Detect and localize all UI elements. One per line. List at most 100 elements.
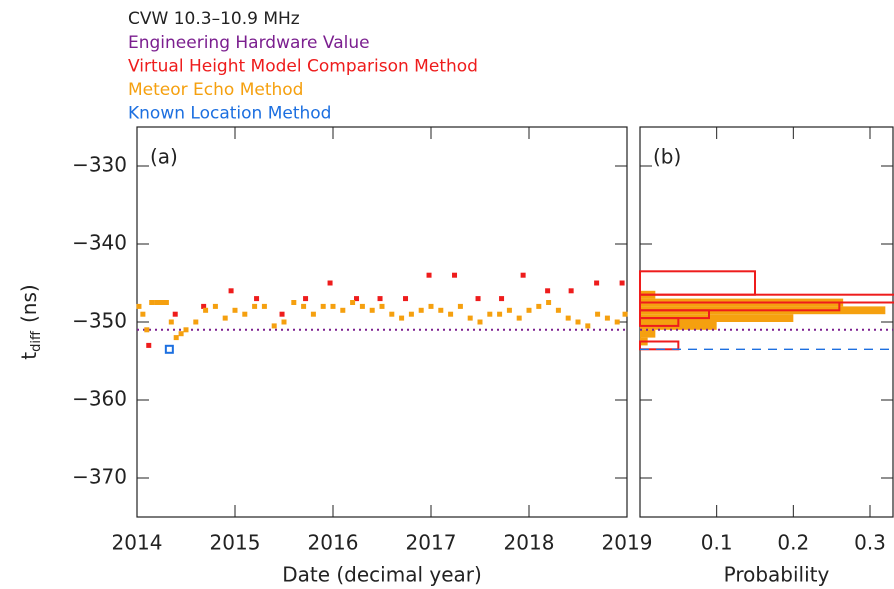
data-point bbox=[330, 303, 336, 309]
data-point bbox=[228, 288, 234, 294]
panel-label: (b) bbox=[653, 145, 681, 169]
y-axis-label-main: t bbox=[17, 352, 41, 360]
data-point bbox=[146, 342, 152, 348]
data-point bbox=[475, 296, 481, 302]
x-tick-label: 2015 bbox=[210, 531, 261, 555]
x-tick-label: 0.1 bbox=[701, 531, 733, 555]
legend-entry: Meteor Echo Method bbox=[128, 80, 303, 100]
data-point bbox=[418, 307, 424, 313]
data-point bbox=[172, 311, 178, 317]
data-point bbox=[252, 303, 258, 309]
data-point bbox=[568, 288, 574, 294]
data-point bbox=[477, 319, 483, 325]
data-point bbox=[261, 303, 267, 309]
y-tick-label: −370 bbox=[72, 465, 127, 489]
data-point bbox=[614, 319, 620, 325]
data-point bbox=[301, 303, 307, 309]
data-point bbox=[622, 311, 628, 317]
data-point bbox=[526, 307, 532, 313]
data-point bbox=[327, 280, 333, 286]
data-point bbox=[426, 272, 432, 278]
data-point bbox=[222, 315, 228, 321]
data-point bbox=[303, 296, 309, 302]
histogram-bar bbox=[639, 301, 841, 312]
histogram-bar bbox=[639, 317, 680, 327]
data-point bbox=[520, 272, 526, 278]
chart-title: CVW 10.3–10.9 MHz bbox=[128, 9, 300, 29]
data-point bbox=[164, 344, 174, 354]
data-point bbox=[452, 272, 458, 278]
data-point bbox=[149, 300, 155, 305]
data-point bbox=[438, 307, 444, 313]
data-point bbox=[516, 315, 522, 321]
x-tick-label: 2017 bbox=[406, 531, 457, 555]
data-point bbox=[575, 319, 581, 325]
data-point bbox=[140, 311, 146, 317]
y-tick-label: −330 bbox=[72, 153, 127, 177]
data-point bbox=[254, 296, 260, 302]
data-point bbox=[178, 331, 184, 337]
data-point bbox=[193, 319, 199, 325]
data-point bbox=[497, 311, 503, 317]
y-tick-label: −350 bbox=[72, 309, 127, 333]
data-point bbox=[173, 335, 179, 341]
data-point bbox=[154, 300, 160, 305]
legend-entry: Virtual Height Model Comparison Method bbox=[128, 57, 478, 77]
data-point bbox=[203, 307, 209, 313]
data-point bbox=[242, 311, 248, 317]
data-point bbox=[399, 315, 405, 321]
y-axis-label-unit: (ns) bbox=[17, 284, 41, 323]
data-point bbox=[136, 303, 142, 309]
data-point bbox=[201, 303, 207, 309]
data-point bbox=[168, 319, 174, 325]
data-point bbox=[389, 311, 395, 317]
data-point bbox=[291, 300, 297, 305]
data-point bbox=[354, 296, 360, 302]
data-point bbox=[546, 300, 552, 305]
x-axis-label: Probability bbox=[724, 563, 830, 587]
data-point bbox=[619, 280, 625, 286]
data-point bbox=[448, 311, 454, 317]
data-point bbox=[212, 303, 218, 309]
x-axis-label: Date (decimal year) bbox=[282, 563, 482, 587]
data-point bbox=[585, 323, 591, 329]
histogram-bar bbox=[639, 270, 756, 296]
panel-label: (a) bbox=[150, 145, 178, 169]
data-point bbox=[310, 311, 316, 317]
legend-entry: Engineering Hardware Value bbox=[128, 33, 370, 53]
data-point bbox=[595, 311, 601, 317]
histogram-bar bbox=[640, 314, 794, 322]
data-point bbox=[377, 296, 383, 302]
y-tick-label: −360 bbox=[72, 387, 127, 411]
x-tick-label: 0.2 bbox=[777, 531, 809, 555]
histogram-bar bbox=[640, 329, 656, 338]
data-point bbox=[163, 300, 169, 305]
data-point bbox=[499, 296, 505, 302]
data-point bbox=[232, 307, 238, 313]
x-tick-label: 2016 bbox=[308, 531, 359, 555]
x-tick-label: 2014 bbox=[112, 531, 163, 555]
y-axis-label: tdiff (ns) bbox=[17, 284, 44, 359]
data-point bbox=[279, 311, 285, 317]
data-point bbox=[545, 288, 551, 294]
data-point bbox=[604, 315, 610, 321]
data-point bbox=[144, 327, 150, 333]
data-point bbox=[555, 307, 561, 313]
data-point bbox=[408, 311, 414, 317]
data-point bbox=[271, 323, 277, 329]
data-point bbox=[369, 307, 375, 313]
data-point bbox=[379, 303, 385, 309]
data-point bbox=[536, 303, 542, 309]
plot-frame bbox=[136, 126, 628, 518]
data-point bbox=[403, 296, 409, 302]
data-point bbox=[487, 311, 493, 317]
data-point bbox=[183, 327, 189, 333]
y-tick-label: −340 bbox=[72, 231, 127, 255]
data-point bbox=[467, 315, 473, 321]
data-point bbox=[457, 303, 463, 309]
data-point bbox=[506, 307, 512, 313]
data-point bbox=[594, 280, 600, 286]
data-point bbox=[320, 303, 326, 309]
x-tick-label: 2019 bbox=[602, 531, 653, 555]
